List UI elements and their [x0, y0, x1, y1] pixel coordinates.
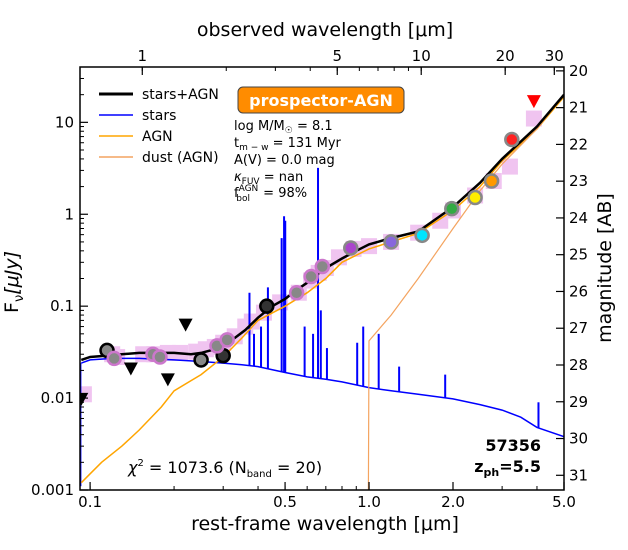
legend-label-stars-agn: stars+AGN — [142, 87, 219, 103]
observed-photometry-point — [504, 131, 520, 148]
x-tick-label-1-0: 1.0 — [357, 493, 381, 511]
series-line-dust-agn — [367, 94, 564, 490]
x-tick-label-5-0: 5.0 — [552, 493, 576, 511]
top-tick-label-10: 10 — [412, 47, 431, 65]
mag-tick-label-28: 28 — [569, 356, 588, 374]
mag-tick-label-25: 25 — [569, 246, 588, 264]
observed-photometry-point — [259, 298, 275, 314]
observed-photometry-point — [383, 234, 399, 250]
mag-tick-label-27: 27 — [569, 319, 588, 337]
top-tick-label-20: 20 — [496, 47, 515, 65]
mag-tick-label-29: 29 — [569, 393, 588, 411]
param-kappa: κFUV = nan — [234, 170, 303, 187]
mag-tick-label-24: 24 — [569, 209, 588, 227]
series-line-agn — [80, 96, 564, 484]
y-tick-label-0-1: 0.1 — [50, 297, 74, 315]
parameter-block: log M/M☉ = 8.1 tm − w = 131 Myr A(V) = 0… — [234, 119, 342, 204]
top-tick-label-1: 1 — [138, 47, 148, 65]
observed-photometry-point — [152, 349, 168, 365]
param-av: A(V) = 0.0 mag — [234, 153, 335, 168]
model-photometry-square — [501, 158, 518, 175]
y2-axis-label: magnitude [AB] — [594, 193, 616, 343]
mag-tick-label-23: 23 — [569, 172, 588, 190]
param-mass: log M/M☉ = 8.1 — [234, 119, 333, 136]
mag-tick-label-22: 22 — [569, 135, 588, 153]
param-age: tm − w = 131 Myr — [234, 136, 342, 153]
y-tick-label-0-01: 0.01 — [41, 389, 74, 407]
upper-limit-marker — [123, 362, 138, 376]
observed-photometry-point — [106, 350, 122, 367]
y-tick-label-1: 1 — [64, 205, 74, 223]
legend-label-stars: stars — [142, 108, 176, 124]
mag-tick-label-31: 31 — [569, 466, 588, 484]
title-badge: prospector-AGN — [237, 86, 405, 114]
observed-photometry-point — [303, 268, 319, 285]
photometric-redshift: zph=5.5 — [474, 457, 541, 479]
y-tick-label-0-001: 0.001 — [31, 481, 74, 499]
mag-tick-label-26: 26 — [569, 282, 588, 300]
observed-photometry-point — [414, 227, 430, 244]
observed-photometry-point — [314, 258, 331, 275]
observed-photometry-point — [444, 200, 460, 217]
title-badge-box — [237, 86, 405, 114]
observed-photometry-point — [193, 352, 209, 368]
top-axis-label: observed wavelength [μm] — [197, 19, 453, 41]
mag-tick-label-20: 20 — [569, 62, 588, 80]
param-fbol: fAGN bol = 98% — [234, 184, 307, 204]
model-photometry-square — [243, 313, 260, 330]
legend-label-dust-agn: dust (AGN) — [142, 150, 219, 166]
observed-photometry-point — [219, 332, 235, 348]
x-tick-label-2-0: 2.0 — [441, 493, 465, 511]
observed-photometry-point — [467, 189, 483, 206]
observed-photometry-point — [343, 240, 359, 256]
chart-title: prospector-AGN — [249, 91, 393, 110]
model-photometry-square — [525, 110, 542, 127]
top-tick-label-5: 5 — [332, 47, 342, 65]
object-id: 57356 — [485, 436, 541, 455]
x-tick-label-0-5: 0.5 — [273, 493, 297, 511]
plot-layer: 0.1 0.5 1.0 2.0 5.0 1 5 10 20 30 0.001 0.01 0.1 1 10 20… — [31, 47, 588, 511]
observed-photometry-point — [483, 173, 500, 189]
upper-limit-marker — [160, 373, 175, 387]
x-tick-label-0-1: 0.1 — [78, 493, 102, 511]
top-tick-label-30: 30 — [545, 47, 564, 65]
upper-limit-marker — [178, 318, 193, 332]
mag-tick-label-30: 30 — [569, 430, 588, 448]
legend-label-agn: AGN — [142, 129, 173, 145]
observed-photometry-point — [288, 284, 305, 301]
y-axis-label: Fν[μJy] — [1, 251, 27, 313]
upper-limit-marker — [526, 95, 541, 109]
legend: stars+AGN stars AGN dust (AGN) — [99, 87, 219, 166]
y-tick-label-10: 10 — [55, 113, 74, 131]
chi2-annotation: χ2 = 1073.6 (Nband = 20) — [127, 458, 322, 480]
mag-tick-label-21: 21 — [569, 99, 588, 117]
x-axis-label: rest-frame wavelength [μm] — [191, 513, 459, 535]
